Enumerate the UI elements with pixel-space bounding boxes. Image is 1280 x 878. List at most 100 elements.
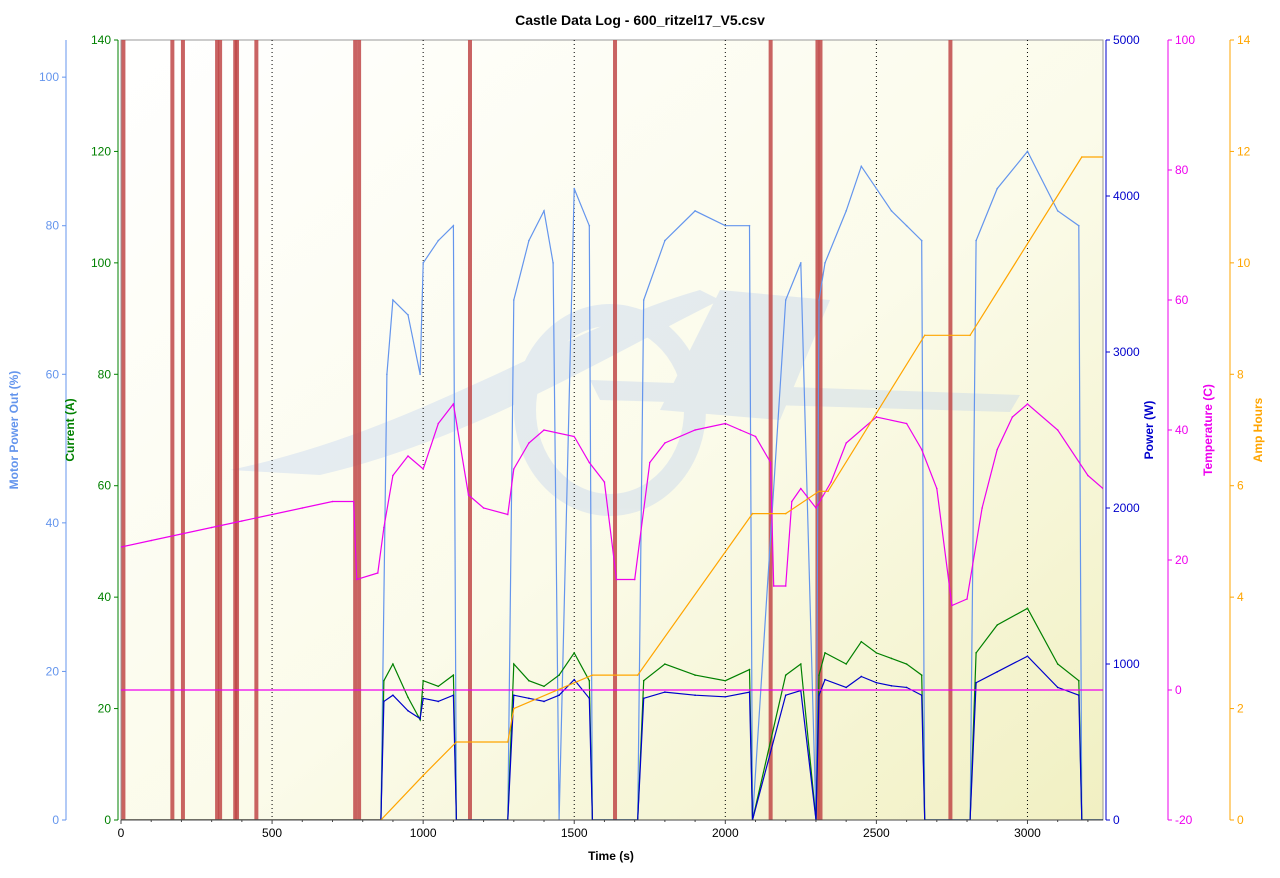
y-tick-label-current: 60 (98, 479, 112, 493)
event-marker (768, 40, 773, 820)
y-tick-label-current: 120 (91, 144, 111, 158)
data-point-power (437, 700, 440, 703)
data-point-power (905, 686, 908, 689)
data-point-temp (769, 461, 772, 464)
data-point-current (800, 663, 802, 665)
data-point-current (724, 679, 727, 682)
data-point-amph (455, 741, 458, 743)
data-point-temp (352, 500, 355, 503)
data-point-motor (748, 224, 751, 227)
data-point-current (905, 663, 908, 665)
data-point-power (1078, 694, 1080, 696)
data-point-power (642, 697, 645, 700)
data-point-power (407, 710, 409, 712)
y-tick-label-motor: 0 (52, 813, 59, 827)
data-point-temp (845, 442, 847, 444)
data-point-motor (784, 299, 787, 301)
data-point-current (642, 679, 645, 682)
data-point-temp (452, 403, 455, 405)
y-tick-label-power: 1000 (1113, 657, 1140, 671)
data-point-current (1026, 607, 1029, 610)
data-point-temp (966, 598, 968, 600)
data-point-temp (331, 500, 334, 503)
data-point-motor (543, 210, 545, 212)
y-tick-label-amph: 4 (1237, 590, 1244, 604)
data-point-motor (890, 210, 893, 212)
data-point-power (558, 694, 560, 696)
data-point-power (383, 700, 385, 703)
data-point-current (824, 652, 826, 654)
data-point-temp (615, 578, 618, 581)
data-point-temp (588, 461, 591, 464)
data-point-temp (543, 429, 545, 431)
data-point-motor (552, 262, 554, 264)
data-point-power (573, 678, 576, 681)
data-point-temp (772, 585, 775, 587)
y-tick-label-motor: 20 (46, 664, 60, 678)
data-point-power (748, 691, 751, 693)
data-point-temp (150, 539, 153, 542)
data-point-temp (506, 513, 509, 516)
data-point-power (392, 694, 394, 696)
data-point-current (784, 674, 787, 676)
data-point-motor (920, 239, 923, 242)
data-point-current (513, 663, 515, 665)
data-point-temp (301, 507, 304, 509)
data-point-temp (633, 578, 636, 581)
event-marker (235, 40, 240, 820)
data-point-power (875, 681, 878, 684)
plot-area (120, 39, 1104, 821)
y-tick-label-current: 40 (98, 590, 112, 604)
x-tick-label: 500 (262, 826, 282, 840)
y-tick-label-amph: 12 (1237, 144, 1251, 158)
y-tick-label-amph: 14 (1237, 33, 1251, 47)
y-tick-label-temp: 100 (1175, 33, 1195, 47)
data-point-current (383, 679, 385, 682)
y-tick-label-motor: 60 (46, 367, 60, 381)
data-point-motor (386, 373, 388, 376)
data-point-temp (1011, 416, 1014, 418)
data-point-temp (271, 513, 273, 516)
data-point-motor (437, 239, 440, 242)
event-marker (948, 40, 953, 820)
data-point-motor (452, 224, 455, 227)
data-point-motor (818, 299, 820, 301)
data-point-temp (920, 448, 923, 451)
data-point-temp (121, 689, 122, 691)
data-point-motor (528, 239, 530, 242)
data-point-power (1026, 655, 1029, 657)
y-tick-label-power: 5000 (1113, 33, 1140, 47)
data-point-motor (1078, 224, 1080, 227)
data-point-amph (591, 674, 594, 676)
event-marker (467, 40, 472, 820)
data-point-current (664, 663, 666, 665)
data-point-current (845, 663, 847, 665)
data-point-power (996, 671, 999, 673)
data-point-current (694, 674, 696, 676)
y-tick-label-amph: 2 (1237, 702, 1244, 716)
data-point-power (845, 686, 847, 689)
data-point-power (543, 700, 545, 703)
y-tick-label-amph: 6 (1237, 479, 1244, 493)
data-point-temp (981, 507, 983, 509)
data-point-current (975, 652, 977, 654)
data-point-motor (724, 224, 727, 227)
data-point-temp (377, 572, 379, 574)
data-point-amph (784, 512, 787, 515)
data-point-temp (1056, 429, 1059, 431)
data-point-motor (996, 187, 999, 190)
x-tick-label: 2000 (712, 826, 739, 840)
data-point-motor (419, 373, 421, 376)
y-tick-label-motor: 80 (46, 219, 60, 233)
data-point-current (573, 652, 576, 654)
data-point-current (860, 640, 863, 643)
y-tick-label-current: 140 (91, 33, 111, 47)
data-point-temp (800, 487, 802, 490)
data-point-temp (1102, 487, 1103, 490)
event-marker (215, 40, 220, 820)
data-point-motor (824, 262, 826, 264)
y-tick-label-power: 3000 (1113, 345, 1140, 359)
y-tick-label-motor: 100 (39, 70, 59, 84)
y-tick-label-power: 0 (1113, 813, 1120, 827)
